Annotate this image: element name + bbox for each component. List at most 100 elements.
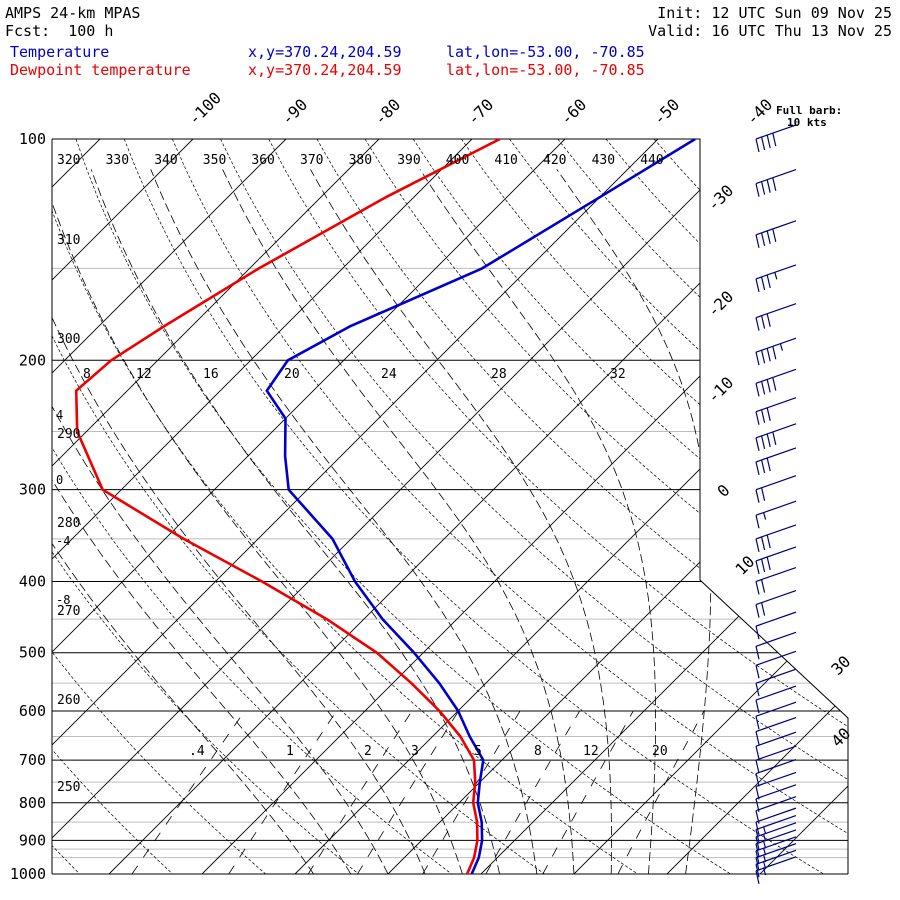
pressure-tick-label: 600 bbox=[19, 702, 46, 720]
isotherm bbox=[52, 139, 194, 874]
dry-adiabat bbox=[52, 139, 545, 874]
dry-adiabat bbox=[316, 139, 848, 874]
wind-barb bbox=[755, 220, 797, 248]
wind-barb bbox=[755, 524, 797, 553]
model-title: AMPS 24-km MPAS bbox=[5, 4, 141, 22]
wind-barb bbox=[755, 447, 797, 476]
wind-barb bbox=[755, 368, 797, 397]
theta-label: 410 bbox=[494, 153, 517, 168]
isotherm bbox=[294, 139, 848, 874]
dry-adiabat bbox=[509, 139, 848, 874]
moist-adiabat bbox=[310, 169, 612, 874]
dry-adiabat bbox=[52, 139, 452, 874]
isotherm bbox=[387, 139, 848, 874]
theta-label: 300 bbox=[57, 332, 80, 347]
wind-barb bbox=[755, 337, 797, 366]
theta-label: 330 bbox=[106, 153, 129, 168]
wind-barb bbox=[755, 475, 797, 503]
moist-adiabat bbox=[52, 169, 463, 874]
theta-label: 380 bbox=[349, 153, 372, 168]
wind-barb bbox=[755, 423, 797, 451]
isotherm bbox=[52, 139, 101, 874]
legend-dewpoint-latlon: lat,lon=-53.00, -70.85 bbox=[446, 61, 645, 79]
theta-label: 340 bbox=[154, 153, 177, 168]
wind-barb bbox=[755, 264, 797, 293]
wind-barb bbox=[755, 701, 797, 730]
dry-adiabat bbox=[171, 139, 848, 874]
isotherm bbox=[108, 139, 845, 874]
isotherm bbox=[52, 139, 380, 874]
left-temperature-label: -8 bbox=[56, 593, 70, 607]
isotherm-label: 30 bbox=[827, 652, 854, 679]
theta-label: 400 bbox=[446, 153, 469, 168]
mixing-ratio-line bbox=[307, 710, 413, 874]
dry-adiabat bbox=[701, 139, 848, 874]
isotherm-label: -90 bbox=[277, 95, 311, 129]
wind-barb bbox=[755, 546, 797, 575]
theta-label: 320 bbox=[57, 153, 80, 168]
pressure-tick-label: 800 bbox=[19, 794, 46, 812]
isotherm-label: -10 bbox=[703, 373, 737, 407]
theta-label: 420 bbox=[543, 153, 566, 168]
theta-label: 390 bbox=[397, 153, 420, 168]
isotherm bbox=[52, 139, 287, 874]
theta-label: 440 bbox=[640, 153, 663, 168]
wind-barb bbox=[755, 303, 797, 331]
dry-adiabat bbox=[364, 139, 848, 874]
isotherm-label: -30 bbox=[703, 181, 737, 215]
theta-e-label: 8 bbox=[83, 367, 91, 382]
wind-barbs bbox=[755, 124, 797, 884]
dry-adiabat bbox=[52, 139, 173, 874]
theta-e-label: 12 bbox=[136, 367, 152, 382]
mixing-ratio-label: .4 bbox=[189, 744, 205, 759]
pressure-tick-label: 200 bbox=[19, 351, 46, 369]
wind-barb bbox=[755, 650, 797, 679]
wind-barb bbox=[755, 631, 797, 660]
dry-adiabat bbox=[798, 139, 848, 874]
isotherm-label: -40 bbox=[742, 95, 776, 129]
wind-barb bbox=[755, 758, 797, 787]
dry-adiabat bbox=[461, 139, 848, 874]
theta-e-label: 16 bbox=[203, 367, 219, 382]
mixing-ratio-line bbox=[357, 710, 459, 874]
moist-adiabat bbox=[52, 169, 314, 874]
theta-e-label: 32 bbox=[610, 367, 626, 382]
wind-barb bbox=[755, 731, 797, 760]
moist-adiabat bbox=[52, 169, 426, 874]
moist-adiabat bbox=[52, 169, 352, 874]
isotherm bbox=[52, 139, 752, 874]
isotherm bbox=[201, 139, 848, 874]
wind-barb bbox=[755, 745, 797, 774]
temperature-profile bbox=[265, 139, 696, 874]
wind-barb bbox=[755, 668, 797, 697]
wind-legend-line2: 10 kts bbox=[787, 116, 827, 129]
pressure-tick-label: 500 bbox=[19, 644, 46, 662]
theta-label: 310 bbox=[57, 233, 80, 248]
dry-adiabat bbox=[123, 139, 824, 874]
isotherm-label: 40 bbox=[827, 724, 854, 751]
legend-temperature-latlon: lat,lon=-53.00, -70.85 bbox=[446, 43, 645, 61]
dewpoint-profile bbox=[74, 139, 501, 874]
theta-e-label: 20 bbox=[284, 367, 300, 382]
wind-barb bbox=[755, 685, 797, 714]
pressure-tick-label: 100 bbox=[19, 130, 46, 148]
mixing-ratio-line bbox=[617, 710, 705, 874]
left-temperature-label: 0 bbox=[56, 473, 63, 487]
wind-barb bbox=[755, 500, 797, 529]
forecast-hour: Fcst: 100 h bbox=[5, 22, 114, 40]
mixing-ratio-label: 8 bbox=[534, 744, 542, 759]
isotherm-label: -100 bbox=[184, 88, 225, 129]
isotherm-label: 0 bbox=[713, 481, 733, 501]
legend-temperature-name: Temperature bbox=[10, 43, 110, 61]
moist-adiabat bbox=[419, 169, 656, 874]
legend-temperature-xy: x,y=370.24,204.59 bbox=[248, 43, 402, 61]
wind-barb bbox=[755, 124, 797, 153]
theta-label: 370 bbox=[300, 153, 323, 168]
wind-barb bbox=[755, 397, 797, 425]
wind-barb bbox=[755, 590, 797, 618]
wind-barb bbox=[755, 611, 797, 640]
wind-barb bbox=[755, 771, 797, 800]
theta-label: 260 bbox=[57, 693, 80, 708]
